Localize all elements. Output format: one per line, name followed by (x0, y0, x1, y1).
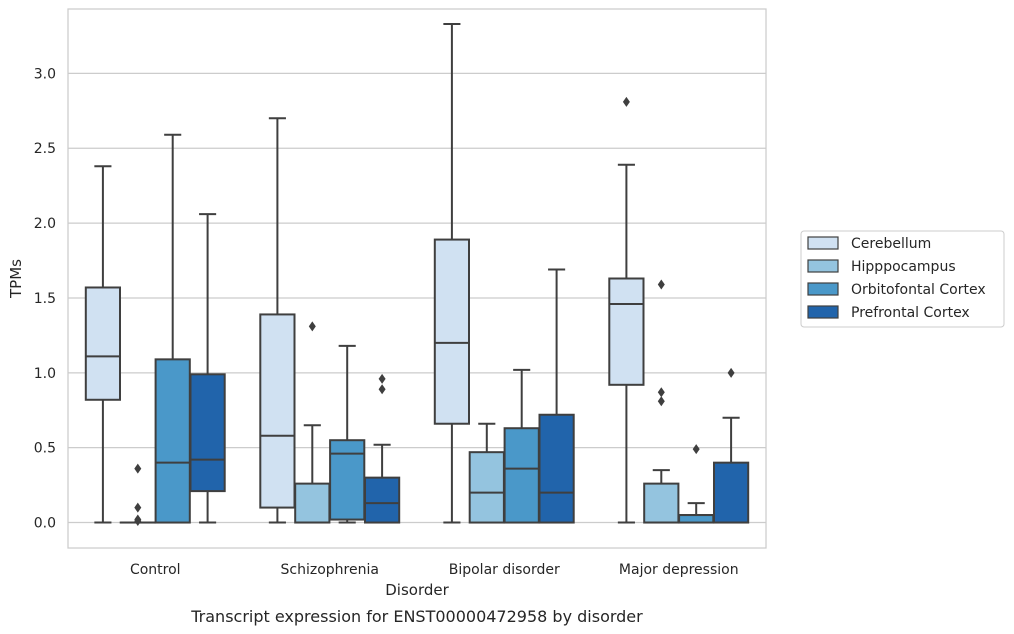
box-orbitofontal-cortex (154, 133, 191, 524)
y-axis-ticks: 0.0 0.5 1.0 1.5 2.0 2.5 3.0 (34, 66, 56, 531)
legend-label: Hipppocampus (851, 259, 956, 275)
box-prefrontal-cortex (712, 367, 750, 524)
box-cerebellum (433, 22, 471, 524)
box-iqr (538, 413, 575, 524)
box-iqr (154, 358, 191, 524)
x-axis-ticks: Control Schizophrenia Bipolar disorder Majo… (130, 562, 739, 578)
box-iqr (712, 461, 750, 524)
box-iqr (189, 373, 226, 493)
y-axis-title: TPMs (7, 259, 25, 299)
legend: Cerebellum Hipppocampus Orbitofontal Corte… (800, 230, 1005, 328)
box-iqr (643, 482, 680, 524)
box-iqr (363, 476, 401, 524)
chart-caption: Transcript expression for ENST0000047295… (190, 607, 643, 626)
outlier-marker (378, 373, 386, 384)
x-tick-label: Bipolar disorder (449, 562, 560, 578)
box-iqr (503, 427, 540, 524)
box-hipppocampus (119, 463, 156, 527)
y-tick-label: 3.0 (34, 66, 56, 82)
box-prefrontal-cortex (538, 268, 575, 524)
box-orbitofontal-cortex (503, 368, 540, 524)
box-hipppocampus (468, 422, 505, 524)
box-iqr (678, 514, 715, 524)
box-iqr (468, 451, 505, 524)
box-prefrontal-cortex (189, 213, 226, 524)
legend-label: Prefrontal Cortex (851, 305, 970, 321)
outlier-marker (727, 367, 735, 378)
y-tick-label: 0.0 (34, 516, 56, 532)
outlier-marker (134, 502, 142, 513)
legend-label: Cerebellum (851, 236, 931, 252)
box-iqr (259, 313, 296, 509)
legend-swatch (807, 259, 839, 273)
box-cerebellum (84, 165, 122, 524)
y-tick-label: 2.0 (34, 216, 56, 232)
box-cerebellum (608, 96, 645, 524)
box-iqr (294, 482, 331, 524)
box-groups (84, 22, 750, 527)
outlier-marker (692, 444, 700, 455)
y-tick-label: 2.5 (34, 141, 56, 157)
outlier-marker (657, 279, 665, 290)
box-cerebellum (259, 117, 296, 524)
legend-label: Orbitofontal Cortex (851, 282, 986, 298)
box-prefrontal-cortex (363, 373, 401, 524)
plot-area-frame (67, 8, 767, 549)
x-tick-label: Schizophrenia (281, 562, 379, 578)
outlier-marker (622, 96, 630, 107)
box-hipppocampus (294, 321, 331, 524)
box-iqr (608, 277, 645, 386)
y-tick-label: 1.0 (34, 366, 56, 382)
legend-frame (800, 230, 1005, 328)
legend-swatch (807, 282, 839, 296)
box-hipppocampus (643, 279, 680, 524)
x-axis-title: Disorder (385, 581, 449, 599)
box-iqr (433, 238, 471, 425)
x-tick-label: Control (130, 562, 181, 578)
outlier-marker (134, 463, 142, 474)
outlier-marker (308, 321, 316, 332)
y-tick-label: 1.5 (34, 291, 56, 307)
box-iqr (84, 286, 122, 401)
box-iqr (329, 439, 366, 521)
outlier-marker (134, 516, 142, 527)
y-tick-label: 0.5 (34, 441, 56, 457)
outlier-marker (657, 396, 665, 407)
box-orbitofontal-cortex (678, 444, 715, 524)
box-orbitofontal-cortex (329, 344, 366, 524)
legend-swatch (807, 236, 839, 250)
legend-swatch (807, 305, 839, 319)
outlier-marker (378, 384, 386, 395)
x-tick-label: Major depression (619, 562, 739, 578)
outlier-marker (657, 387, 665, 398)
